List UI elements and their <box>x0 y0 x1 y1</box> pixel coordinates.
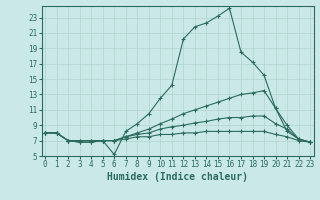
X-axis label: Humidex (Indice chaleur): Humidex (Indice chaleur) <box>107 172 248 182</box>
